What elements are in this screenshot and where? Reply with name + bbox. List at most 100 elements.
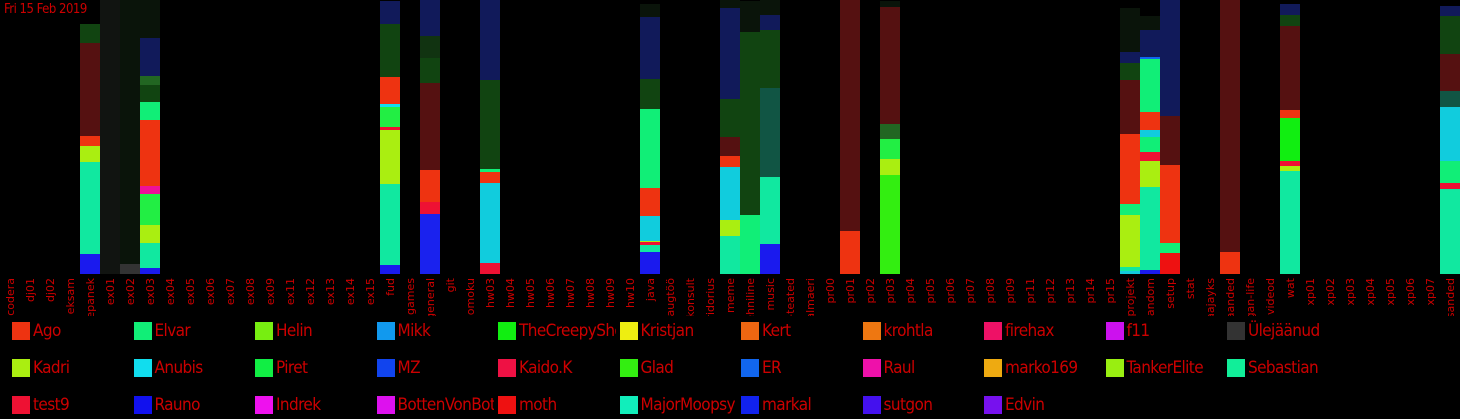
x-tick-label: fud — [384, 278, 397, 296]
legend-item: Kristjan — [619, 318, 738, 344]
bar-segment — [720, 220, 740, 236]
bar-segment — [380, 24, 400, 77]
legend-item: Piret — [255, 355, 373, 381]
bar-segment — [480, 183, 500, 263]
bar-segment — [640, 241, 660, 242]
bar-segment — [120, 0, 140, 264]
bar-segment — [1120, 63, 1140, 80]
bar-segment — [760, 88, 780, 177]
legend-label: Kert — [762, 321, 791, 341]
bar-segment — [480, 80, 500, 169]
x-tick-label: stat — [1184, 277, 1197, 299]
bar-segment — [1140, 137, 1160, 152]
bar-segment — [120, 264, 140, 274]
legend-swatch — [984, 322, 1002, 340]
legend-swatch — [741, 396, 759, 414]
bar-segment — [1160, 0, 1180, 116]
legend-item: test9 — [12, 392, 130, 418]
legend-swatch — [12, 322, 30, 340]
bar-segment — [1140, 161, 1160, 187]
legend-swatch — [498, 359, 516, 377]
bar-segment — [480, 0, 500, 80]
legend-swatch — [741, 359, 759, 377]
bar-segment — [140, 76, 160, 85]
legend-item: Ago — [12, 318, 130, 344]
bar-segment — [640, 242, 660, 245]
legend-item: Indrek — [255, 392, 373, 418]
x-tick-label: pr13 — [1064, 278, 1077, 304]
legend-swatch — [862, 359, 881, 377]
bar-segment — [720, 167, 740, 220]
bar-segment — [1440, 183, 1460, 189]
legend-label: moth — [519, 395, 557, 415]
bar-segment — [480, 172, 500, 183]
legend-swatch — [984, 396, 1002, 414]
legend-label: Piret — [276, 358, 308, 378]
bar-java — [640, 4, 660, 274]
x-tick-label: ex07 — [224, 278, 237, 305]
legend-swatch — [133, 322, 152, 340]
legend-item: MZ — [376, 355, 495, 381]
legend-label: MZ — [397, 358, 421, 378]
x-tick-label: hw06 — [544, 278, 557, 308]
bar-segment — [1280, 118, 1300, 161]
bar-segment — [1280, 166, 1300, 171]
legend-item: Raul — [862, 355, 981, 381]
x-tick-label: meme — [724, 278, 737, 313]
bar-segment — [1220, 0, 1240, 252]
bar-segment — [720, 0, 740, 8]
x-tick-label: ülesanded — [1444, 278, 1457, 316]
bar-segment — [380, 77, 400, 104]
bar-segment — [380, 107, 400, 127]
bar-wat — [1280, 4, 1300, 274]
x-tick-label: ex11 — [284, 278, 297, 305]
legend-label: Kaido.K — [519, 358, 572, 378]
bar-segment — [1120, 204, 1140, 215]
bar-segment — [420, 58, 440, 83]
x-tick-label: music — [764, 278, 777, 311]
legend-item: krohtla — [862, 318, 981, 344]
bar-segment — [1140, 187, 1160, 270]
legend-swatch — [1227, 359, 1245, 377]
bar-segment — [640, 79, 660, 109]
bar-segment — [880, 159, 900, 175]
x-tick-label: ex08 — [244, 278, 257, 305]
bar-segment — [140, 38, 160, 76]
bar-segment — [720, 8, 740, 99]
legend-item: moth — [498, 392, 616, 418]
bar-segment — [720, 156, 740, 167]
bar-segment — [80, 146, 100, 162]
bar-segment — [880, 7, 900, 124]
x-tick-label: ex06 — [204, 278, 217, 305]
x-tick-label: kaugtöö — [664, 278, 677, 316]
bar-segment — [1440, 54, 1460, 91]
bar-segment — [1280, 4, 1300, 15]
bar-segment — [640, 188, 660, 216]
legend-label: Rauno — [154, 395, 201, 415]
bar-segment — [420, 36, 440, 58]
x-tick-label: ex04 — [164, 278, 177, 305]
x-tick-label: git — [444, 277, 457, 292]
bar-segment — [760, 177, 780, 244]
legend-label: Mikk — [397, 321, 431, 341]
bar-segment — [140, 268, 160, 274]
bar-segment — [140, 243, 160, 268]
bar-ex03 — [140, 0, 160, 274]
legend-item: TankerElite — [1105, 355, 1224, 381]
x-tick-label: xp01 — [1304, 278, 1317, 306]
bar-segment — [140, 225, 160, 243]
bar-segment — [420, 0, 440, 36]
x-tick-label: teadaanded — [1224, 278, 1237, 316]
x-tick-label: ex14 — [344, 278, 357, 305]
x-tick-label: hw04 — [504, 278, 517, 308]
bar-ex02 — [120, 0, 140, 274]
bar-segment — [1120, 271, 1140, 274]
x-tick-label: games — [404, 278, 417, 315]
x-tick-label: pr00 — [824, 278, 837, 304]
x-tick-label: pr06 — [944, 278, 957, 304]
legend-item: Rauno — [133, 392, 252, 418]
x-tick-label: syvaajayks — [1204, 278, 1217, 316]
legend-label: Raul — [883, 358, 916, 378]
bar-segment — [140, 85, 160, 102]
bar-segment — [140, 0, 160, 38]
